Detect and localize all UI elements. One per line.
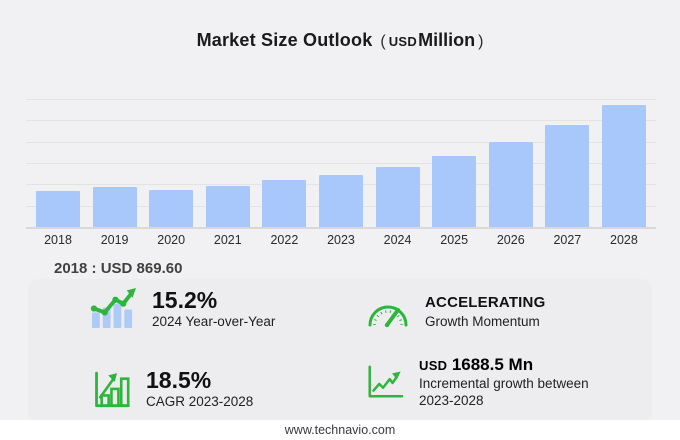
stat-label-momentum: Growth Momentum bbox=[425, 314, 540, 329]
stat-value-amount: 1688.5 Mn bbox=[451, 355, 534, 374]
gridline bbox=[26, 163, 656, 164]
stat-cagr: 18.5% CAGR 2023-2028 bbox=[90, 366, 253, 410]
bar-2020 bbox=[149, 190, 194, 227]
stat-yoy-growth: 15.2% 2024 Year-over-Year bbox=[90, 287, 275, 330]
stat-value-currency: USD bbox=[419, 358, 448, 373]
x-axis-label-2020: 2020 bbox=[157, 233, 186, 247]
gridline bbox=[26, 120, 656, 122]
x-axis-label-2028: 2028 bbox=[610, 233, 638, 247]
x-axis-label-2026: 2026 bbox=[496, 233, 525, 247]
gridline bbox=[26, 141, 656, 143]
bar-2018 bbox=[36, 191, 80, 227]
stat-value-momentum: ACCELERATING bbox=[425, 294, 546, 311]
stat-value-yoy: 15.2% bbox=[152, 287, 218, 313]
title-unit-currency: USD bbox=[388, 34, 418, 49]
title-main: Market Size Outlook bbox=[196, 30, 373, 50]
x-axis-label-2018: 2018 bbox=[44, 233, 72, 247]
stat-label-yoy: 2024 Year-over-Year bbox=[152, 314, 276, 329]
stat-label-incremental: Incremental growth between 2023-2028 bbox=[419, 376, 589, 408]
bar-2027 bbox=[545, 125, 590, 227]
bar-2024 bbox=[375, 166, 420, 227]
chart-title: Market Size Outlook (USDMillion) bbox=[0, 30, 680, 51]
stat-value-incremental: USD 1688.5 Mn bbox=[419, 355, 589, 375]
bar-2028 bbox=[601, 105, 646, 227]
base-year-note: 2018 : USD 869.60 bbox=[54, 260, 183, 277]
bar-2021 bbox=[205, 186, 250, 227]
bar-2019 bbox=[92, 187, 137, 227]
bar-series bbox=[26, 99, 656, 227]
title-unit-name: Million bbox=[418, 30, 476, 50]
bar-2023 bbox=[318, 174, 363, 227]
x-axis-label-2023: 2023 bbox=[327, 233, 355, 247]
bar-chart-outline-icon bbox=[95, 371, 130, 408]
stat-label-cagr: CAGR 2023-2028 bbox=[146, 393, 254, 409]
x-axis-label-2025: 2025 bbox=[440, 233, 469, 247]
bar-chart-plot bbox=[26, 99, 656, 229]
title-paren-close: ) bbox=[478, 33, 484, 50]
x-axis-label-2027: 2027 bbox=[553, 233, 582, 247]
website-text: www.technavio.com bbox=[284, 423, 396, 437]
stats-panel: 15.2% 2024 Year-over-Year ACCELERATING G… bbox=[28, 279, 652, 421]
title-unit: (USDMillion) bbox=[380, 30, 484, 50]
gauge-icon bbox=[368, 305, 408, 328]
footer-bar: www.technavio.com bbox=[0, 420, 680, 440]
line-growth-icon bbox=[368, 365, 404, 398]
gridline bbox=[26, 99, 656, 100]
stat-growth-momentum: ACCELERATING Growth Momentum bbox=[366, 293, 545, 330]
x-axis-label-2021: 2021 bbox=[213, 233, 242, 247]
title-paren-open: ( bbox=[380, 33, 386, 50]
x-axis-label-2019: 2019 bbox=[100, 233, 129, 247]
bar-2025 bbox=[432, 156, 477, 227]
stat-value-cagr: 18.5% bbox=[146, 366, 212, 393]
x-axis-label-2024: 2024 bbox=[383, 233, 412, 247]
bar-2022 bbox=[262, 180, 307, 227]
bar-2026 bbox=[488, 142, 533, 227]
bar-line-growth-icon bbox=[90, 287, 136, 329]
x-axis: 2018 2019 2020 2021 2022 2023 2024 2025 2026 2027… bbox=[26, 233, 656, 247]
stat-incremental-growth: USD 1688.5 Mn Incremental growth between… bbox=[364, 355, 589, 409]
x-axis-label-2022: 2022 bbox=[270, 233, 299, 247]
